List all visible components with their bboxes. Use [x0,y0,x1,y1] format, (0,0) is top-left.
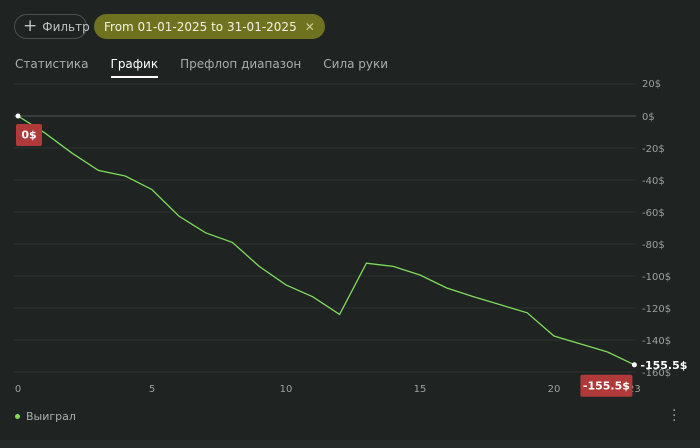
value-tooltip-label: -155.5$ [583,379,630,392]
chart: 20$ 0$ -20$ -40$ -60$ -80$ -100$ -120$ -140$ -160… [14,79,687,397]
y-tick-label: -80$ [642,240,665,251]
value-tooltip [580,374,633,397]
y-tick-label: -60$ [642,208,665,219]
end-point [631,362,637,368]
legend-label: Выиграл [26,410,76,423]
x-tick-label: 23 [628,384,641,395]
y-tick-label: 0$ [642,112,655,123]
date-filter-chip[interactable]: From 01-01-2025 to 31-01-2025 ✕ [94,14,325,39]
date-filter-label: From 01-01-2025 to 31-01-2025 [104,19,297,34]
y-tick-label: -120$ [642,304,671,315]
y-tick-label: 20$ [642,79,661,90]
y-tick-label: -20$ [642,144,665,155]
filter-button[interactable]: + Фильтр [14,14,90,39]
x-tick-label: 5 [149,384,155,395]
x-tick-label: 0 [15,384,21,395]
series-line [17,115,635,366]
value-tooltip-label: 0$ [21,129,36,142]
y-tick-label: -40$ [642,176,665,187]
y-tick-label: -140$ [642,336,671,347]
tab[interactable]: Префлоп диапазон [180,57,302,71]
legend-marker [15,414,20,419]
x-tick-label: 20 [548,384,561,395]
x-tick-label: 15 [414,384,427,395]
tab[interactable]: График [110,57,159,78]
value-tooltip [16,124,42,146]
y-tick-label: -100$ [642,272,671,283]
end-point [15,113,21,119]
filter-label: Фильтр [42,19,90,34]
tab[interactable]: Статистика [15,57,89,71]
menu-button[interactable]: · · · [672,403,677,429]
footer [0,440,700,448]
legend: Выиграл [15,410,76,423]
last-value-label: -155.5$ [640,359,687,372]
tabs: Статистика График Префлоп диапазон Сила рук… [15,57,388,78]
tab[interactable]: Сила руки [323,57,389,71]
y-tick-label: -160$ [642,368,671,379]
x-tick-label: 10 [280,384,293,395]
